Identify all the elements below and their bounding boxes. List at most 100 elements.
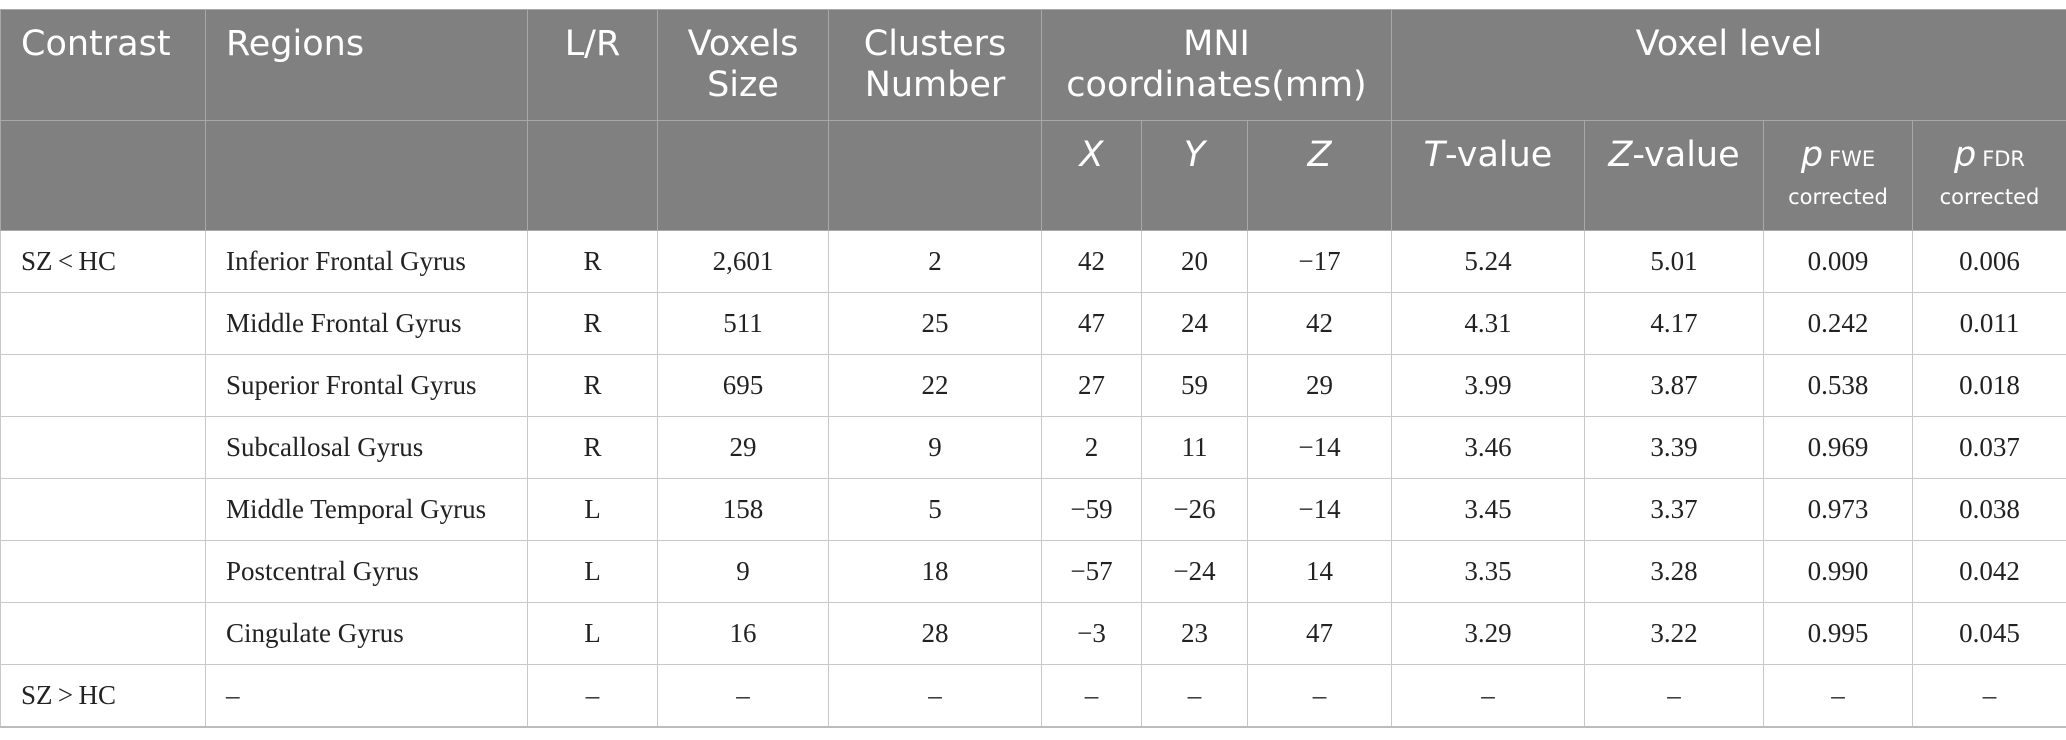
header-y: Y xyxy=(1141,120,1248,231)
cell-z-value: 3.28 xyxy=(1584,540,1764,603)
cell-voxels-size: 695 xyxy=(657,354,829,417)
cell-hemisphere: L xyxy=(527,478,658,541)
cell-hemisphere: R xyxy=(527,292,658,355)
cell-hemisphere: L xyxy=(527,602,658,665)
cell-p-fwe: 0.242 xyxy=(1763,292,1913,355)
cell-mni-y: 23 xyxy=(1141,602,1248,665)
cell-region: Cingulate Gyrus xyxy=(205,602,528,665)
cell-t-value: 3.29 xyxy=(1391,602,1585,665)
cell-clusters-number: 2 xyxy=(828,230,1042,293)
cell-voxels-size: 158 xyxy=(657,478,829,541)
cell-mni-y: 24 xyxy=(1141,292,1248,355)
header-clusters-number: Clusters Number xyxy=(828,9,1042,121)
cell-mni-y: −24 xyxy=(1141,540,1248,603)
cell-mni-y: – xyxy=(1141,664,1248,728)
cell-mni-z: 42 xyxy=(1247,292,1392,355)
cell-clusters-number: 22 xyxy=(828,354,1042,417)
cell-t-value: 3.99 xyxy=(1391,354,1585,417)
cell-p-fwe: 0.009 xyxy=(1763,230,1913,293)
cell-region: Middle Temporal Gyrus xyxy=(205,478,528,541)
header-t-value: T-value xyxy=(1391,120,1585,231)
cell-t-value: 3.35 xyxy=(1391,540,1585,603)
cell-mni-x: 42 xyxy=(1041,230,1142,293)
cell-mni-z: −14 xyxy=(1247,416,1392,479)
cell-clusters-number: 18 xyxy=(828,540,1042,603)
table-row: Subcallosal Gyrus R 29 9 2 11 −14 3.46 3.39 0.969… xyxy=(0,416,2066,479)
table-row: SZ < HC Inferior Frontal Gyrus R 2,601 2 42 20… xyxy=(0,230,2066,293)
cell-p-fdr: 0.018 xyxy=(1912,354,2066,417)
table-header: Contrast Regions L/R Voxels Size Clusters… xyxy=(0,9,2066,231)
cell-mni-y: 59 xyxy=(1141,354,1248,417)
header-lr: L/R xyxy=(527,9,658,121)
cell-mni-y: 20 xyxy=(1141,230,1248,293)
header-empty-voxels xyxy=(657,120,829,231)
results-table-container: Contrast Regions L/R Voxels Size Clusters… xyxy=(0,9,2066,728)
cell-hemisphere: R xyxy=(527,354,658,417)
cell-z-value: 3.22 xyxy=(1584,602,1764,665)
cell-voxels-size: 2,601 xyxy=(657,230,829,293)
cell-t-value: 3.45 xyxy=(1391,478,1585,541)
cell-t-value: 4.31 xyxy=(1391,292,1585,355)
cell-voxels-size: 9 xyxy=(657,540,829,603)
header-row-1: Contrast Regions L/R Voxels Size Clusters… xyxy=(0,9,2066,121)
cell-mni-z: 47 xyxy=(1247,602,1392,665)
cell-mni-x: – xyxy=(1041,664,1142,728)
cell-p-fdr: 0.042 xyxy=(1912,540,2066,603)
cell-p-fdr: 0.045 xyxy=(1912,602,2066,665)
cell-contrast: SZ < HC xyxy=(0,230,206,293)
header-x: X xyxy=(1041,120,1142,231)
cell-mni-z: −14 xyxy=(1247,478,1392,541)
header-p-fwe-corrected: p FWE corrected xyxy=(1763,120,1913,231)
cell-mni-z: – xyxy=(1247,664,1392,728)
cell-z-value: 3.87 xyxy=(1584,354,1764,417)
header-voxels-size: Voxels Size xyxy=(657,9,829,121)
header-z: Z xyxy=(1247,120,1392,231)
header-mni-coordinates: MNI coordinates(mm) xyxy=(1041,9,1392,121)
cell-mni-z: −17 xyxy=(1247,230,1392,293)
table-row: Postcentral Gyrus L 9 18 −57 −24 14 3.35 3.28 0.9… xyxy=(0,540,2066,603)
cell-p-fwe: – xyxy=(1763,664,1913,728)
header-p-fdr-corrected: p FDR corrected xyxy=(1912,120,2066,231)
header-empty-regions xyxy=(205,120,528,231)
cell-clusters-number: 5 xyxy=(828,478,1042,541)
cell-voxels-size: 29 xyxy=(657,416,829,479)
cell-clusters-number: 25 xyxy=(828,292,1042,355)
cell-contrast xyxy=(0,416,206,479)
cell-t-value: – xyxy=(1391,664,1585,728)
cell-z-value: – xyxy=(1584,664,1764,728)
results-table: Contrast Regions L/R Voxels Size Clusters… xyxy=(0,9,2066,728)
table-body: SZ < HC Inferior Frontal Gyrus R 2,601 2 42 20… xyxy=(0,230,2066,728)
cell-p-fdr: 0.006 xyxy=(1912,230,2066,293)
cell-clusters-number: 9 xyxy=(828,416,1042,479)
cell-p-fwe: 0.990 xyxy=(1763,540,1913,603)
cell-contrast: SZ > HC xyxy=(0,664,206,728)
cell-p-fwe: 0.969 xyxy=(1763,416,1913,479)
cell-mni-x: 27 xyxy=(1041,354,1142,417)
cell-clusters-number: – xyxy=(828,664,1042,728)
cell-hemisphere: R xyxy=(527,230,658,293)
cell-p-fdr: 0.011 xyxy=(1912,292,2066,355)
cell-mni-z: 14 xyxy=(1247,540,1392,603)
header-z-value: Z-value xyxy=(1584,120,1764,231)
cell-mni-x: 2 xyxy=(1041,416,1142,479)
cell-mni-x: 47 xyxy=(1041,292,1142,355)
header-empty-lr xyxy=(527,120,658,231)
cell-voxels-size: – xyxy=(657,664,829,728)
cell-p-fwe: 0.973 xyxy=(1763,478,1913,541)
header-row-2: X Y Z T-value Z-value p FWE corrected p FDR… xyxy=(0,120,2066,231)
cell-region: Inferior Frontal Gyrus xyxy=(205,230,528,293)
table-row: SZ > HC – – – – – – – – – – – xyxy=(0,664,2066,728)
cell-contrast xyxy=(0,354,206,417)
cell-p-fdr: – xyxy=(1912,664,2066,728)
header-voxel-level: Voxel level xyxy=(1391,9,2066,121)
cell-mni-y: −26 xyxy=(1141,478,1248,541)
cell-p-fwe: 0.538 xyxy=(1763,354,1913,417)
table-row: Superior Frontal Gyrus R 695 22 27 59 29 3.99 3.… xyxy=(0,354,2066,417)
cell-t-value: 3.46 xyxy=(1391,416,1585,479)
cell-mni-x: −59 xyxy=(1041,478,1142,541)
cell-z-value: 3.37 xyxy=(1584,478,1764,541)
cell-mni-x: −57 xyxy=(1041,540,1142,603)
cell-z-value: 5.01 xyxy=(1584,230,1764,293)
cell-contrast xyxy=(0,540,206,603)
cell-clusters-number: 28 xyxy=(828,602,1042,665)
